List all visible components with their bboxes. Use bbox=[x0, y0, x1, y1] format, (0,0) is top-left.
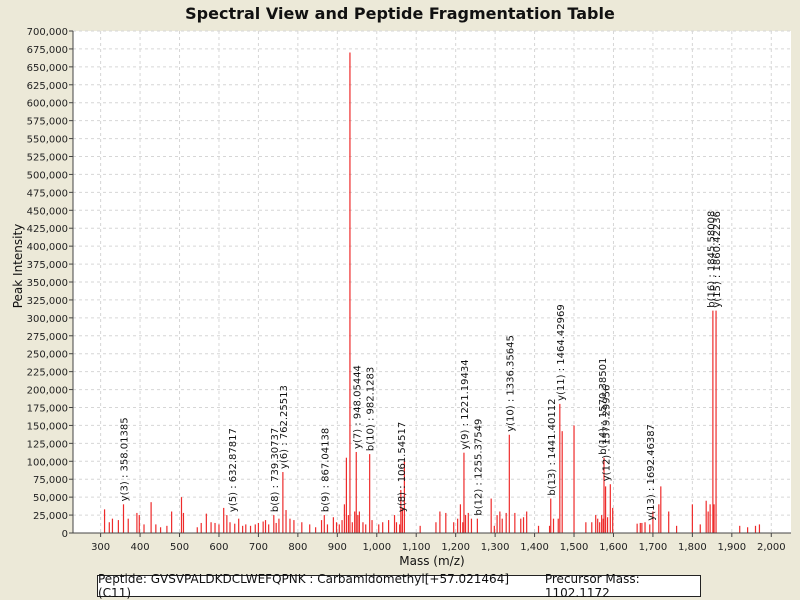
peak-annotation: y(6) : 762.25513 bbox=[279, 385, 290, 469]
y-tick-label: 425,000 bbox=[27, 224, 68, 235]
x-tick-label: 1,500 bbox=[560, 542, 589, 553]
y-tick-label: 100,000 bbox=[27, 457, 68, 468]
y-tick-label: 625,000 bbox=[27, 81, 68, 92]
y-tick-label: 600,000 bbox=[27, 99, 68, 110]
x-tick-label: 300 bbox=[91, 542, 110, 553]
peak-annotation: y(12) : 1579.29956 bbox=[601, 385, 612, 482]
peptide-sequence: Peptide: GVSVPALDKDCLWEFQPNK : Carbamido… bbox=[98, 572, 510, 600]
peak-annotation: b(13) : 1441.40112 bbox=[547, 399, 558, 496]
y-tick-label: 125,000 bbox=[27, 439, 68, 450]
x-tick-label: 1,600 bbox=[599, 542, 628, 553]
peak-annotation: y(5) : 632.87817 bbox=[228, 428, 239, 512]
y-tick-label: 675,000 bbox=[27, 45, 68, 56]
peak-annotation: y(9) : 1221.19434 bbox=[460, 359, 471, 449]
y-tick-label: 250,000 bbox=[27, 350, 68, 361]
x-tick-label: 1,200 bbox=[441, 542, 470, 553]
x-axis-label: Mass (m/z) bbox=[399, 554, 464, 568]
y-axis-label: Peak Intensity bbox=[11, 224, 25, 309]
y-tick-label: 700,000 bbox=[27, 27, 68, 38]
y-tick-label: 525,000 bbox=[27, 153, 68, 164]
peak-annotation: y(15) : 1860.42236 bbox=[712, 211, 723, 308]
x-tick-label: 1,000 bbox=[362, 542, 391, 553]
y-tick-label: 300,000 bbox=[27, 314, 68, 325]
y-tick-label: 575,000 bbox=[27, 117, 68, 128]
y-tick-label: 225,000 bbox=[27, 368, 68, 379]
peak-annotation: y(13) : 1692.46387 bbox=[646, 424, 657, 521]
peak-annotation: y(11) : 1464.42969 bbox=[556, 304, 567, 401]
y-tick-label: 475,000 bbox=[27, 188, 68, 199]
y-tick-label: 25,000 bbox=[33, 511, 68, 522]
peak-annotation: b(14) : 1570.38501 bbox=[598, 358, 609, 455]
peak-annotation: b(12) : 1255.37549 bbox=[474, 419, 485, 516]
peak-annotation: b(9) : 867.04138 bbox=[320, 428, 331, 512]
x-tick-label: 1,100 bbox=[402, 542, 431, 553]
y-tick-label: 325,000 bbox=[27, 296, 68, 307]
y-tick-label: 400,000 bbox=[27, 242, 68, 253]
y-tick-label: 375,000 bbox=[27, 260, 68, 271]
y-tick-label: 0 bbox=[62, 529, 68, 540]
y-tick-label: 275,000 bbox=[27, 332, 68, 343]
plot-area bbox=[73, 31, 791, 533]
peptide-info-box: Peptide: GVSVPALDKDCLWEFQPNK : Carbamido… bbox=[97, 572, 701, 600]
x-tick-label: 800 bbox=[288, 542, 307, 553]
x-tick-label: 2,000 bbox=[757, 542, 786, 553]
y-tick-label: 550,000 bbox=[27, 135, 68, 146]
x-tick-label: 1,700 bbox=[639, 542, 668, 553]
y-tick-label: 350,000 bbox=[27, 278, 68, 289]
y-tick-label: 150,000 bbox=[27, 421, 68, 432]
chart-title: Spectral View and Peptide Fragmentation … bbox=[185, 4, 615, 23]
peak-annotation: b(16) : 1845.58008 bbox=[706, 211, 717, 308]
y-tick-label: 50,000 bbox=[33, 493, 68, 504]
y-tick-label: 75,000 bbox=[33, 475, 68, 486]
y-tick-label: 450,000 bbox=[27, 206, 68, 217]
x-tick-label: 700 bbox=[249, 542, 268, 553]
peak-annotation: y(10) : 1336.35645 bbox=[505, 335, 516, 432]
x-tick-label: 600 bbox=[209, 542, 228, 553]
peak-annotation: b(10) : 982.1283 bbox=[366, 367, 377, 451]
x-tick-label: 400 bbox=[131, 542, 150, 553]
x-tick-label: 900 bbox=[328, 542, 347, 553]
peak-annotation: y(8) : 1061.54517 bbox=[397, 422, 408, 512]
x-tick-label: 1,300 bbox=[481, 542, 510, 553]
peak-annotation: b(8) : 739.30737 bbox=[270, 428, 281, 512]
x-tick-label: 1,900 bbox=[718, 542, 747, 553]
precursor-mass: Precursor Mass: 1102.1172 bbox=[544, 572, 640, 600]
y-tick-label: 500,000 bbox=[27, 170, 68, 181]
x-tick-label: 1,400 bbox=[520, 542, 549, 553]
y-tick-label: 200,000 bbox=[27, 386, 68, 397]
x-tick-label: 500 bbox=[170, 542, 189, 553]
peak-annotation: y(3) : 358.01385 bbox=[120, 417, 131, 501]
x-tick-label: 1,800 bbox=[678, 542, 707, 553]
y-tick-label: 650,000 bbox=[27, 63, 68, 74]
peak-annotation: y(7) : 948.05444 bbox=[352, 365, 363, 449]
y-tick-label: 175,000 bbox=[27, 404, 68, 415]
